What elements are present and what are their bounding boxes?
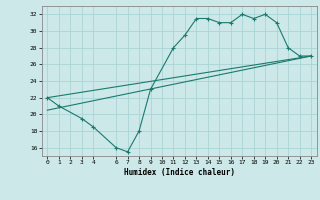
X-axis label: Humidex (Indice chaleur): Humidex (Indice chaleur) [124, 168, 235, 177]
